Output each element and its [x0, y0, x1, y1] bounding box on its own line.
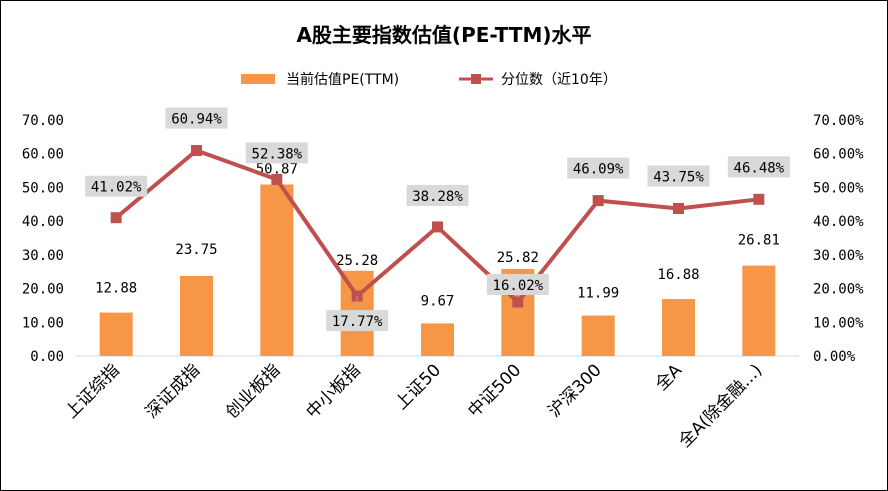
y-left-tick-label: 40.00	[22, 214, 64, 230]
bar	[742, 265, 776, 356]
percentile-value-label: 16.02%	[493, 278, 544, 294]
legend-line-label: 分位数（近10年）	[501, 72, 617, 88]
line-point-marker	[673, 203, 684, 214]
axes: 0.00 10.00 20.00 30.00 40.00 50.00 60.00 70.00 0…	[22, 113, 864, 365]
percentile-label-box	[245, 142, 308, 164]
bar	[99, 312, 133, 356]
percentile-label-box	[486, 273, 549, 295]
percentile-label-box	[406, 184, 469, 206]
y-right-tick-label: 0.00%	[813, 349, 856, 365]
bar	[421, 323, 454, 356]
y-right-tick-label: 60.00%	[813, 147, 864, 163]
bar	[581, 315, 615, 356]
chart-title: A股主要指数估值(PE-TTM)水平	[296, 23, 591, 47]
bar	[662, 299, 695, 356]
x-category-label: 上证综指	[61, 360, 123, 422]
legend-bar-label: 当前估值PE(TTM)	[286, 71, 399, 88]
y-right-tick-label: 40.00%	[813, 214, 864, 230]
percentile-label-box	[85, 175, 148, 197]
y-right-tick-label: 10.00%	[813, 315, 864, 331]
percentile-value-label: 17.77%	[332, 314, 383, 330]
percentile-value-label: 43.75%	[653, 170, 704, 186]
line-point-marker	[271, 173, 283, 185]
percentile-label-box	[165, 107, 228, 129]
bar-value-label: 26.81	[738, 233, 780, 249]
bar-value-label: 11.99	[577, 286, 619, 302]
x-category-label: 深证成指	[142, 360, 204, 422]
x-category-label: 上证50	[392, 360, 445, 413]
x-category-label: 沪深300	[545, 360, 606, 421]
x-tick-labels: 上证综指 深证成指 创业板指 中小板指 上证50 中证500 沪深300 全A全A(除金融..…	[61, 360, 766, 452]
x-category-label: 全A(除金融...)	[675, 360, 766, 451]
bar-value-label: 23.75	[175, 242, 217, 258]
y-left-tick-label: 30.00	[22, 248, 64, 264]
y-left-tick-label: 70.00	[22, 113, 64, 129]
y-right-tick-label: 70.00%	[813, 113, 864, 129]
y-left-tick-label: 50.00	[22, 180, 64, 196]
y-left-tick-label: 20.00	[22, 282, 64, 298]
y-right-tick-label: 50.00%	[813, 180, 864, 196]
percentile-label-box	[326, 310, 389, 332]
bar-value-label: 16.88	[657, 267, 699, 283]
percentile-value-label: 60.94%	[171, 112, 222, 128]
bar-value-label: 25.28	[336, 253, 378, 269]
bar	[180, 275, 213, 356]
x-category-label: 全A	[652, 360, 687, 395]
bar-value-label: 9.67	[421, 293, 455, 309]
legend: 当前估值PE(TTM) 分位数（近10年）	[241, 71, 617, 88]
x-category-label: 创业板指	[222, 360, 284, 422]
percentile-value-label: 38.28%	[412, 189, 463, 205]
y-left-tick-label: 60.00	[22, 147, 64, 163]
line-point-marker	[512, 296, 524, 308]
x-category-label: 中证500	[464, 360, 525, 421]
line-series	[110, 145, 765, 308]
percentile-value-label: 41.02%	[91, 180, 142, 196]
line-point-marker	[432, 221, 443, 233]
percentile-value-label: 52.38%	[252, 146, 303, 162]
line-point-marker	[110, 212, 122, 224]
percentile-label-box	[567, 157, 630, 179]
bar	[260, 184, 294, 356]
bar-value-label: 12.88	[95, 281, 137, 297]
line-labels: 41.02% 60.94% 52.38% 17.77% 38.28% 16.02% 46.0…	[85, 107, 790, 332]
bar-value-label: 25.82	[497, 250, 539, 266]
percentile-label-box	[647, 165, 710, 187]
x-category-label: 中小板指	[302, 360, 364, 422]
y-left-tick-label: 0.00	[30, 349, 64, 365]
line-point-marker	[191, 145, 202, 157]
legend-bar-swatch	[241, 74, 275, 84]
y-left-tick-label: 10.00	[22, 315, 64, 331]
percentile-label-box	[727, 156, 790, 178]
line-point-marker	[592, 195, 604, 207]
y-right-tick-label: 30.00%	[813, 248, 864, 264]
legend-line-marker	[471, 74, 481, 84]
y-right-tick-label: 20.00%	[813, 282, 864, 298]
percentile-value-label: 46.48%	[734, 160, 785, 176]
line-point-marker	[753, 193, 765, 205]
percentile-value-label: 46.09%	[573, 162, 624, 178]
